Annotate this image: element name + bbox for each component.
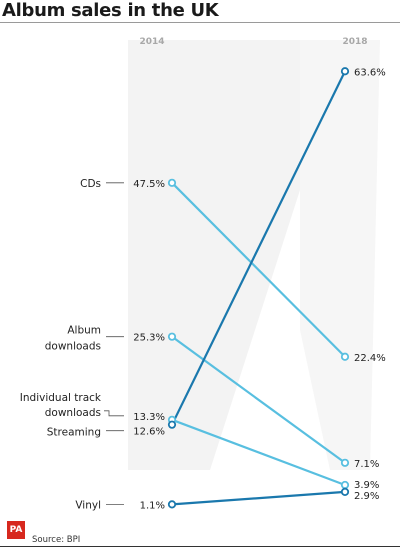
value-label-cds-2018: 22.4% (354, 353, 386, 364)
series-line-album-downloads (171, 335, 346, 464)
series-line-vinyl (171, 490, 346, 506)
value-label-vinyl-2014: 1.1% (140, 500, 165, 511)
background-shape-right (300, 40, 380, 470)
background-shape-left (128, 40, 300, 470)
point-vinyl-2018 (340, 487, 350, 497)
category-label-album-downloads: Album (67, 325, 101, 337)
point-streaming-2018 (340, 67, 350, 76)
category-label-vinyl: Vinyl (75, 499, 101, 511)
column-header-2014: 2014 (139, 37, 164, 47)
point-cds-2018 (340, 352, 350, 361)
value-label-album-downloads-2018: 7.1% (354, 459, 379, 470)
column-header-2018: 2018 (342, 37, 367, 47)
value-label-album-downloads-2014: 25.3% (133, 333, 165, 344)
category-label-individual-track-downloads: Individual track (20, 392, 102, 404)
point-cds-2014 (167, 178, 177, 187)
series-line-streaming (171, 70, 346, 426)
series-line-individual-track-downloads (171, 418, 346, 487)
value-label-streaming-2018: 63.6% (354, 67, 386, 78)
category-label-streaming: Streaming (47, 427, 101, 439)
point-album-downloads-2014 (167, 332, 177, 341)
category-label-cds: CDs (80, 178, 101, 190)
bottom-divider (0, 546, 400, 547)
leader-line-individual-track-downloads (104, 410, 124, 417)
value-label-vinyl-2018: 2.9% (354, 491, 379, 502)
value-label-cds-2014: 47.5% (133, 179, 165, 190)
source-note: Source: BPI (32, 535, 81, 545)
value-label-individual-track-downloads-2014: 13.3% (133, 412, 165, 423)
category-label-album-downloads: downloads (45, 341, 101, 353)
pa-logo: PA (7, 521, 25, 539)
chart-title: Album sales in the UK (2, 0, 219, 21)
background-artwork (128, 40, 380, 470)
category-label-individual-track-downloads: downloads (45, 407, 101, 419)
point-streaming-2014 (167, 420, 177, 429)
value-label-individual-track-downloads-2018: 3.9% (354, 480, 379, 491)
point-individual-track-downloads-2018 (340, 480, 350, 490)
point-album-downloads-2018 (340, 458, 350, 467)
point-vinyl-2014 (167, 500, 177, 509)
value-label-streaming-2014: 12.6% (133, 427, 165, 438)
title-divider (0, 22, 400, 23)
series-line-cds (171, 182, 346, 358)
